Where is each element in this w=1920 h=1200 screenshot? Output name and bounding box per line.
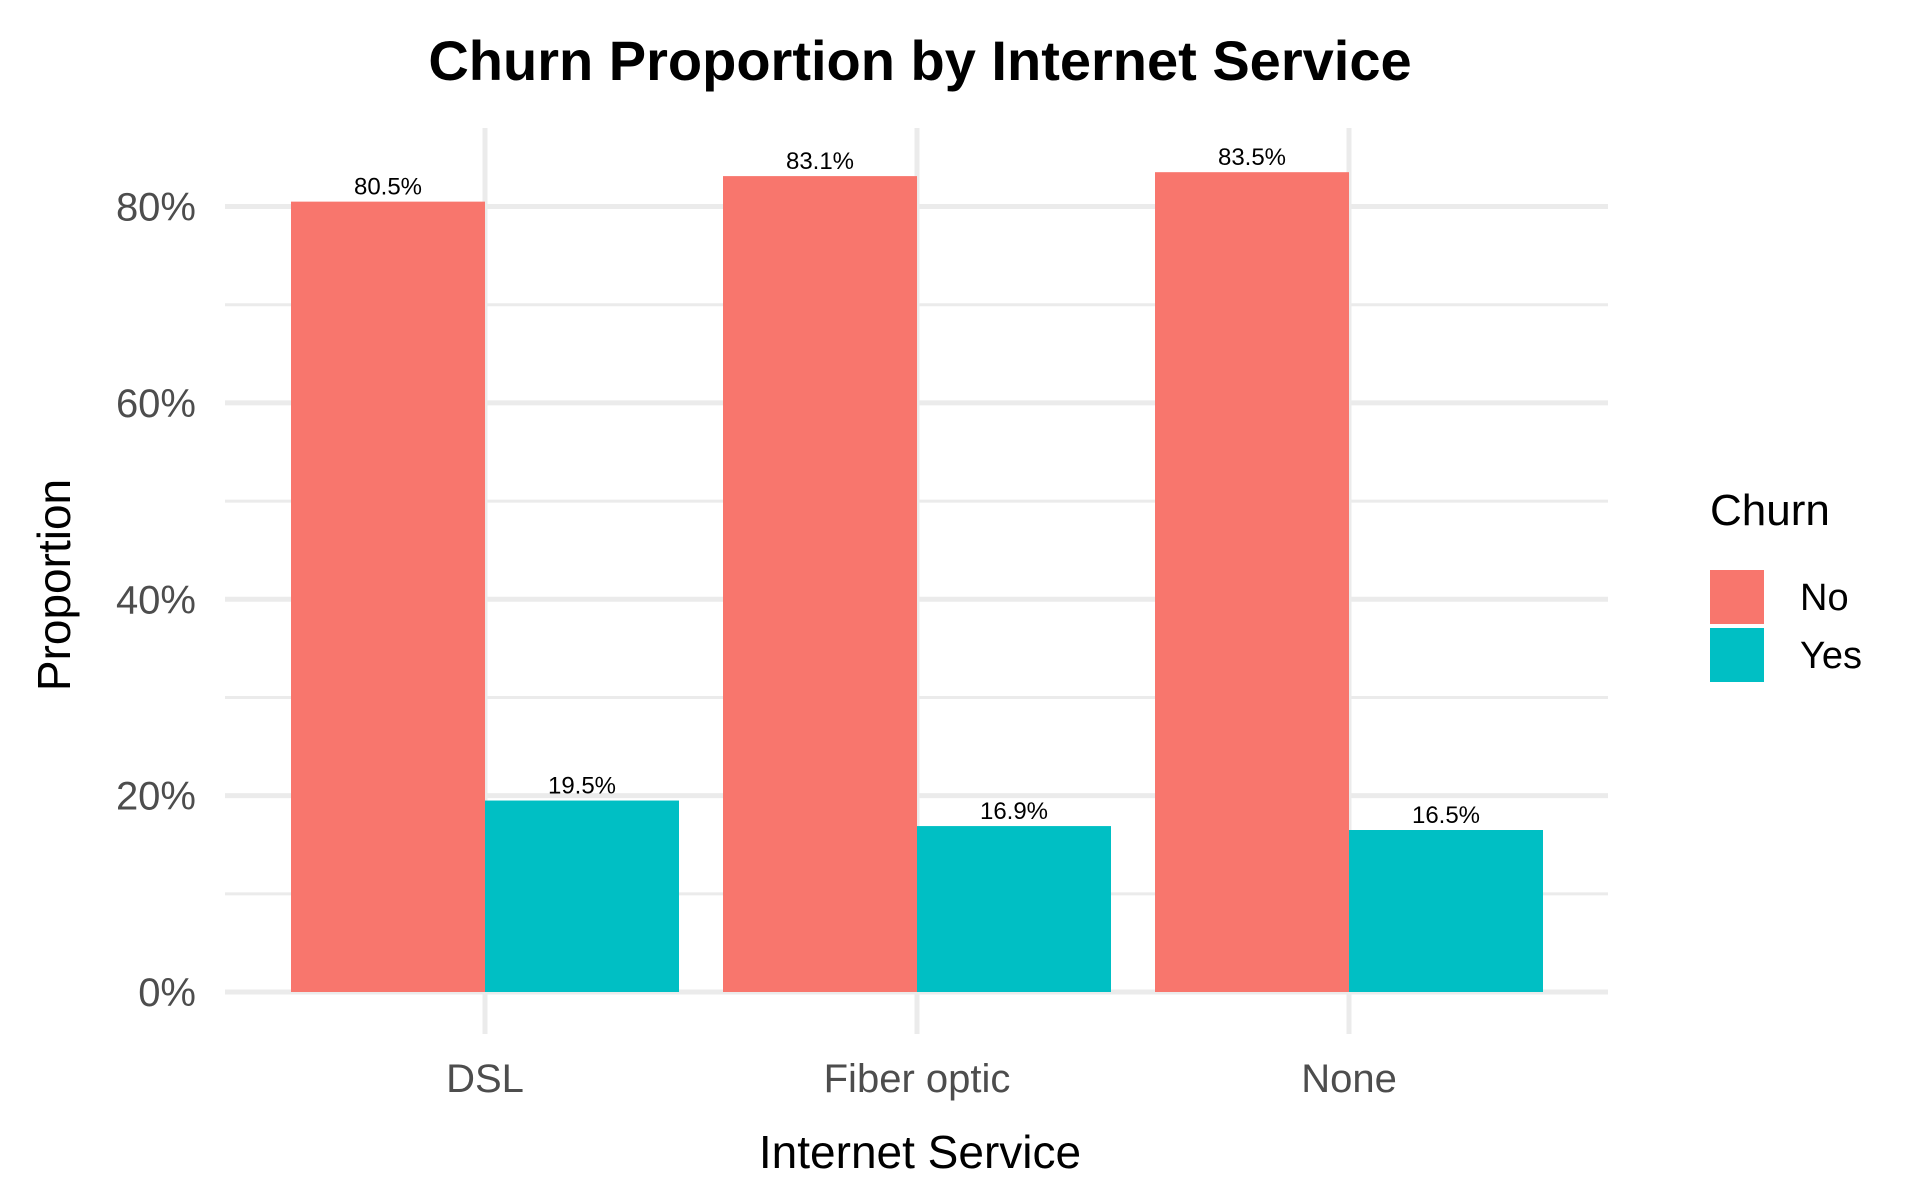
y-axis-title: Proportion <box>28 479 80 691</box>
legend-title: Churn <box>1710 486 1830 535</box>
legend-label-yes: Yes <box>1800 635 1862 677</box>
legend: Churn No Yes <box>1710 486 1862 682</box>
data-label: 16.5% <box>1412 802 1480 829</box>
legend-label-no: No <box>1800 577 1849 619</box>
bar-no-none <box>1155 172 1349 992</box>
y-tick-label: 20% <box>116 775 196 819</box>
y-tick-label: 60% <box>116 382 196 426</box>
y-tick-label: 80% <box>116 186 196 230</box>
x-axis-title: Internet Service <box>759 1126 1081 1178</box>
data-label: 83.1% <box>786 148 854 175</box>
legend-key-yes <box>1710 628 1764 682</box>
bar-no-fiber-optic <box>723 176 917 993</box>
y-tick-label: 0% <box>138 971 196 1015</box>
data-label: 16.9% <box>980 798 1048 825</box>
x-axis-ticks: DSL Fiber optic None <box>446 1057 1397 1101</box>
legend-key-no <box>1710 570 1764 624</box>
bar-no-dsl <box>291 201 485 993</box>
data-label: 80.5% <box>354 174 422 201</box>
data-label: 83.5% <box>1218 144 1286 171</box>
bar-yes-none <box>1349 830 1543 992</box>
y-tick-label: 40% <box>116 578 196 622</box>
data-label: 19.5% <box>548 773 616 800</box>
x-tick-label: DSL <box>446 1057 524 1101</box>
data-labels: 80.5% 83.1% 83.5% 19.5% 16.9% 16.5% <box>354 144 1480 829</box>
y-axis-ticks: 0% 20% 40% 60% 80% <box>116 186 196 1015</box>
x-tick-label: Fiber optic <box>824 1057 1011 1101</box>
bar-yes-dsl <box>485 800 679 992</box>
bar-yes-fiber-optic <box>917 826 1111 992</box>
bars <box>291 172 1543 993</box>
x-tick-label: None <box>1301 1057 1397 1101</box>
chart-title: Churn Proportion by Internet Service <box>428 29 1411 92</box>
